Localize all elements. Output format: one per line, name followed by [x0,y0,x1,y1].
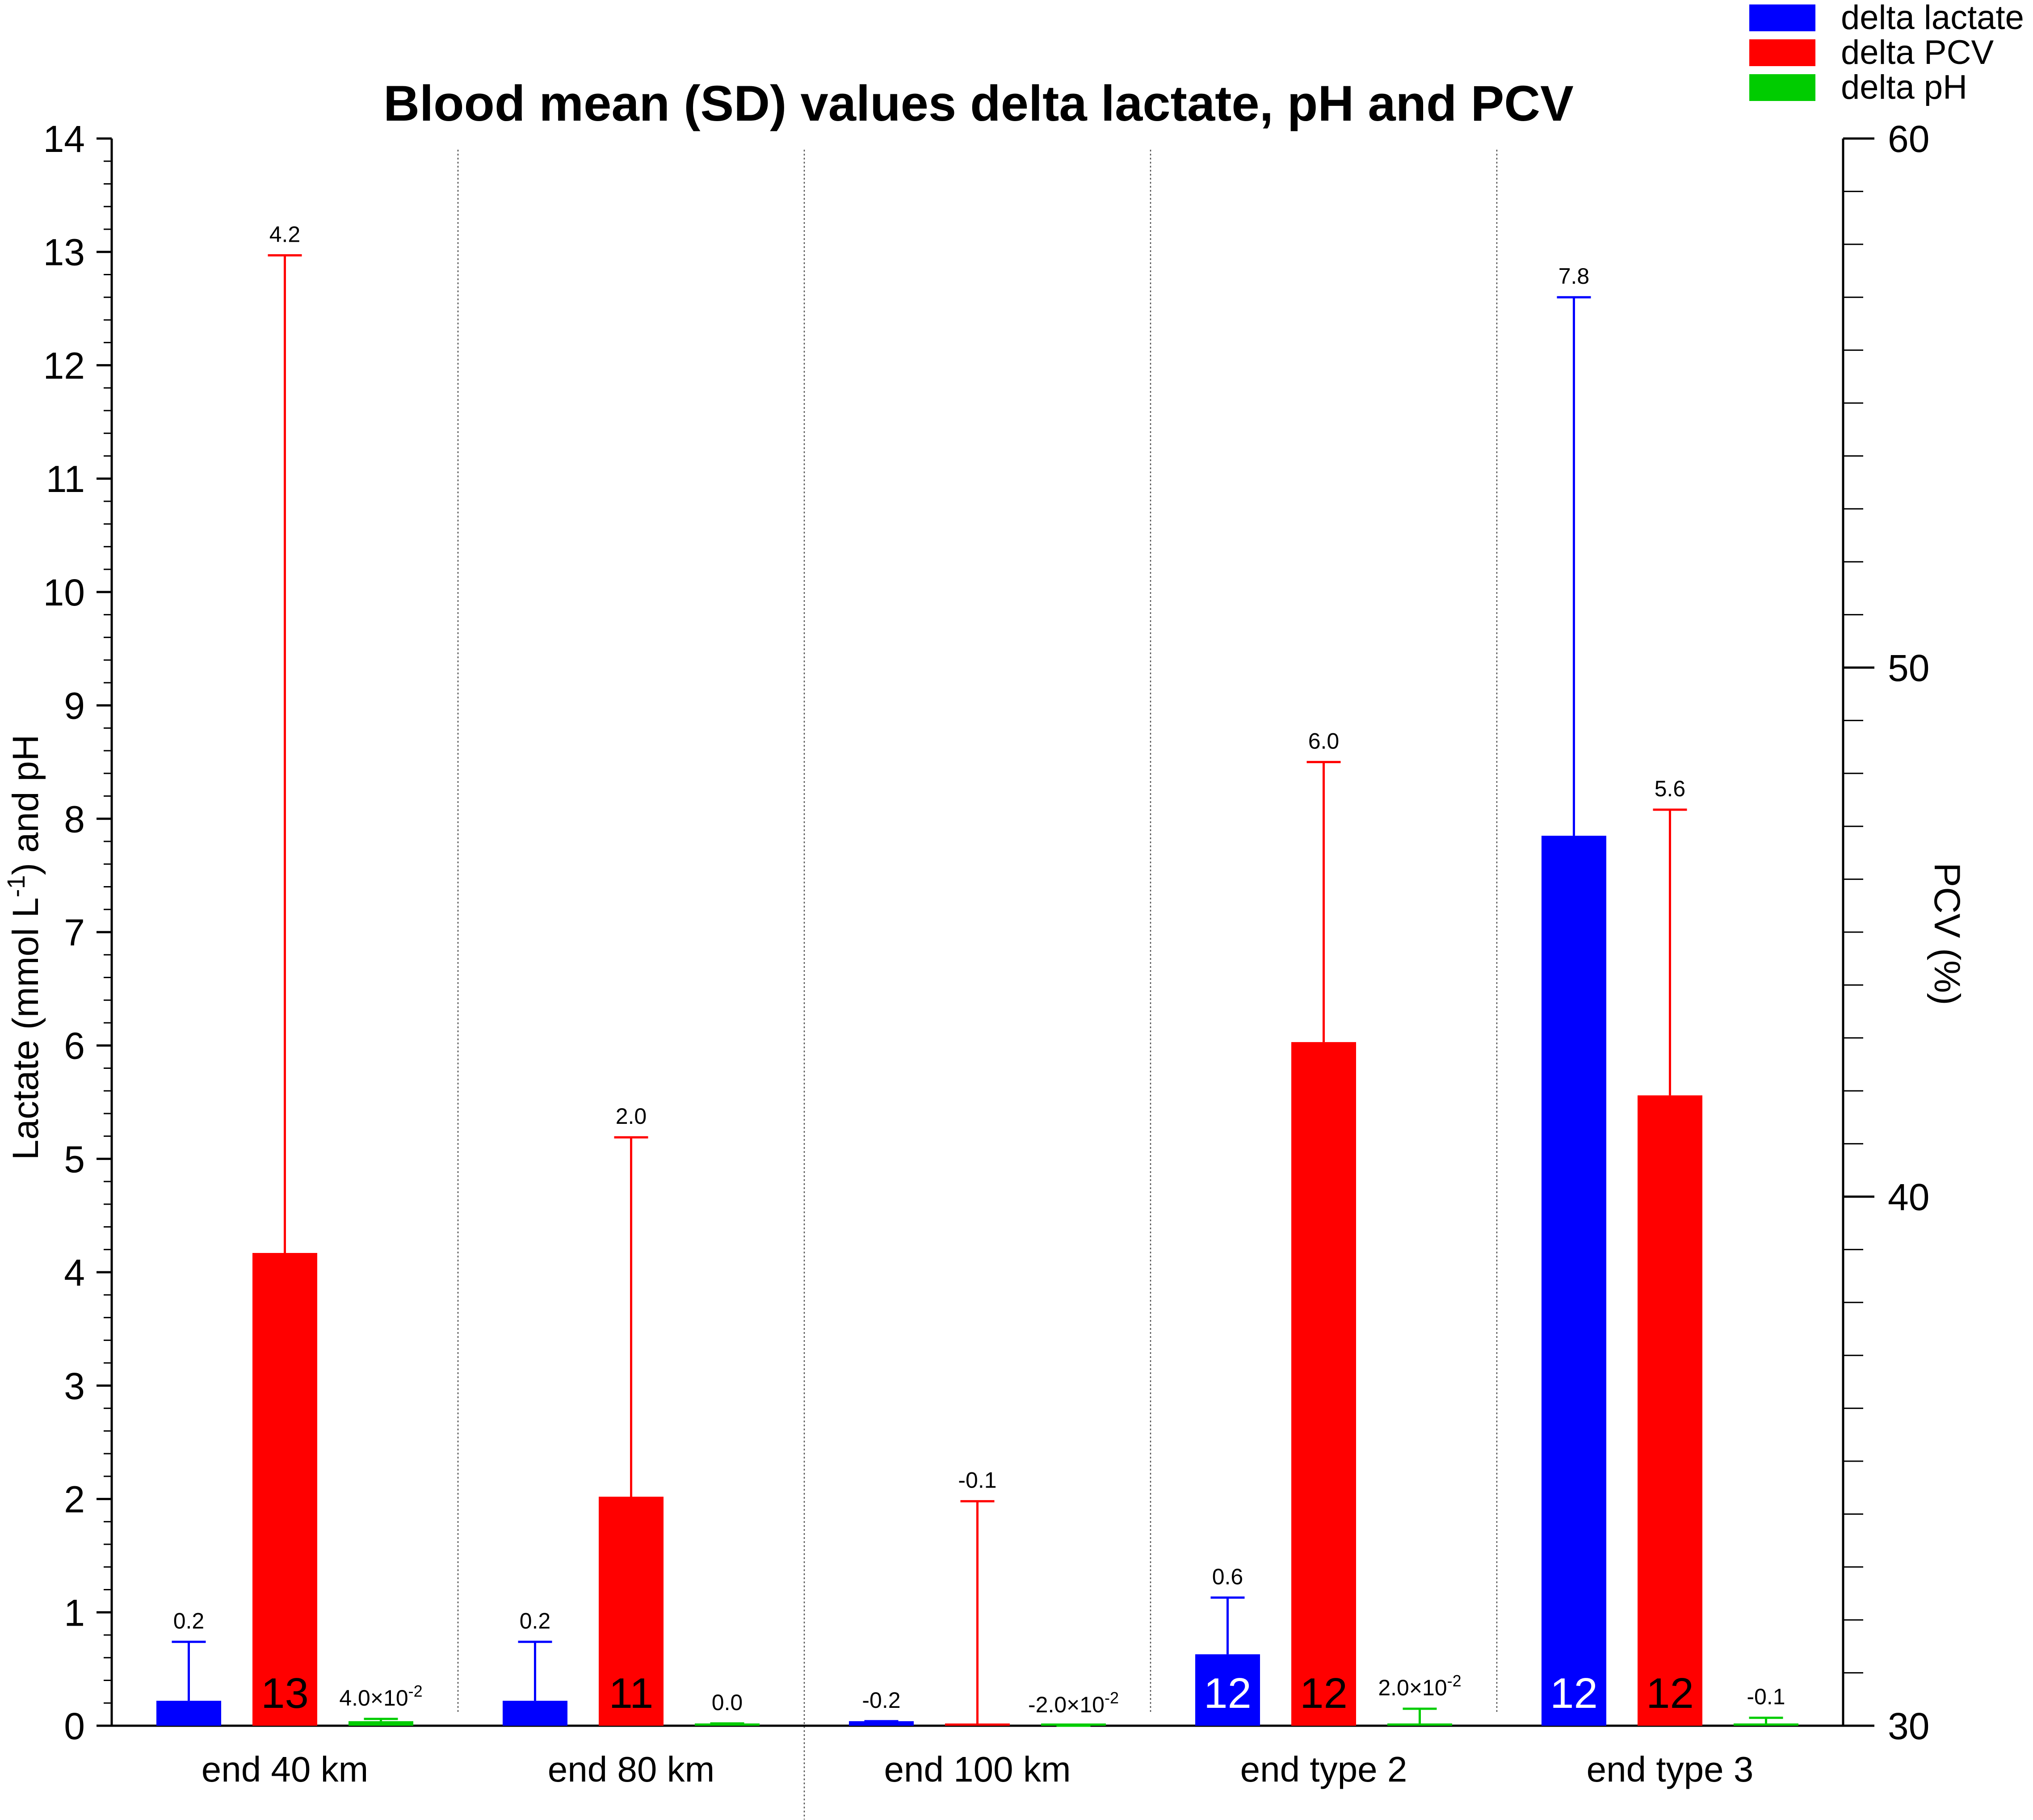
legend-label: delta PCV [1841,34,1994,71]
left-tick-label: 9 [64,685,85,727]
value-label-text: 4.0×10 [339,1685,408,1711]
left-tick-label: 3 [64,1365,85,1407]
bar-delta-PCV [1291,1042,1356,1726]
category-label: end type 2 [1240,1749,1407,1789]
sample-size-label: 13 [261,1669,309,1717]
right-tick-label: 30 [1888,1705,1929,1747]
bar-delta-PCV [252,1253,317,1726]
x-axis: end 40 km end 80 km end 100 km end type 2 en… [112,1724,1843,1789]
y-axis-label-left-sup: -1 [2,875,30,897]
left-tick-label: 13 [43,231,85,273]
left-tick-label: 2 [64,1479,85,1521]
value-label-text: 5.6 [1655,776,1686,801]
value-label: -0.1 [958,1468,996,1493]
category-label: end type 3 [1587,1749,1754,1789]
value-label: 0.6 [1212,1564,1243,1589]
sample-size-label: 12 [1646,1669,1694,1717]
value-label-text: 0.6 [1212,1564,1243,1589]
error-bars [172,254,1783,1727]
legend-label: delta pH [1841,68,1967,106]
value-label-text: 7.8 [1558,264,1590,289]
y-axis-label-left-tail: ) and pH [5,735,46,875]
sample-size-label: 12 [1300,1669,1348,1717]
value-label: 0.0 [712,1690,743,1715]
right-tick-label: 40 [1888,1176,1929,1218]
category-separators [457,150,1498,1820]
category-label: end 40 km [202,1749,369,1789]
sample-size-label: 11 [609,1669,654,1717]
legend-label: delta lactate [1841,0,2024,37]
bar-delta-PCV [599,1496,664,1726]
value-label: 6.0 [1308,728,1340,753]
left-tick-label: 12 [43,345,85,387]
left-tick-label: 1 [64,1592,85,1634]
left-tick-label: 0 [64,1705,85,1747]
value-label-text: -2.0×10 [1028,1692,1105,1717]
value-label: 2.0 [616,1104,647,1129]
right-y-axis: 30 40 50 60 [1842,118,1929,1747]
value-label: 5.6 [1655,776,1686,801]
value-label-text: 6.0 [1308,728,1340,753]
value-label-text: -0.1 [1747,1684,1785,1709]
value-label: 4.2 [269,222,301,247]
bar-delta-PCV [1638,1095,1702,1726]
value-label: 4.0×10-2 [339,1682,422,1711]
value-label-text: 4.2 [269,222,301,247]
sample-size-label: 12 [1204,1669,1252,1717]
left-tick-label: 14 [43,118,85,160]
value-label: 0.2 [520,1608,551,1633]
value-label-text: 0.2 [520,1608,551,1633]
value-label-exponent: -2 [1447,1672,1462,1690]
value-label-text: -0.2 [862,1688,900,1713]
right-tick-label: 60 [1888,118,1929,160]
value-label-exponent: -2 [1105,1689,1119,1707]
bar-delta-lactate [849,1721,914,1726]
bar-delta-pH [349,1721,413,1726]
value-label: 0.2 [173,1608,205,1633]
bar-delta-pH [1734,1723,1798,1726]
left-tick-label: 10 [43,572,85,614]
bar-delta-lactate [1542,836,1606,1726]
category-label: end 80 km [548,1749,715,1789]
value-label-text: 0.0 [712,1690,743,1715]
value-label-text: 2.0 [616,1104,647,1129]
bar-delta-pH [1387,1723,1452,1726]
value-label-exponent: -2 [408,1682,423,1700]
value-label: 7.8 [1558,264,1590,289]
y-axis-label-left-main: Lactate (mmol L [5,897,46,1160]
legend-swatch [1749,4,1815,31]
bar-delta-pH [695,1723,760,1726]
right-tick-label: 50 [1888,647,1929,689]
y-axis-label-left: Lactate (mmol L-1) and pH [2,735,46,1160]
bar-delta-lactate [503,1701,567,1726]
left-tick-label: 4 [64,1252,85,1294]
value-labels: 0.2 0.2-0.20.67.84.22.0-0.16.05.64.0×10-2… [173,222,1785,1717]
left-tick-label: 6 [64,1025,85,1067]
value-label: -0.2 [862,1688,900,1713]
legend-swatch [1749,39,1815,66]
bar-delta-lactate [1195,1654,1260,1726]
n-labels: 12 12 13 11 12 12 [261,1669,1694,1717]
left-tick-label: 5 [64,1138,85,1180]
bar-delta-lactate [156,1701,221,1726]
value-label-text: -0.1 [958,1468,996,1493]
value-label-text: 0.2 [173,1608,205,1633]
value-label: -0.1 [1747,1684,1785,1709]
left-tick-label: 8 [64,798,85,840]
left-tick-label: 11 [46,458,85,500]
y-axis-label-right: PCV (%) [1927,863,1967,1005]
left-tick-label: 7 [64,912,85,954]
value-label: -2.0×10-2 [1028,1689,1119,1717]
bars [156,836,1798,1726]
value-label-text: 2.0×10 [1378,1675,1447,1700]
category-label: end 100 km [884,1749,1071,1789]
legend-swatch [1749,74,1815,101]
value-label: 2.0×10-2 [1378,1672,1461,1700]
chart-title: Blood mean (SD) values delta lactate, pH… [383,76,1574,131]
sample-size-label: 12 [1550,1669,1598,1717]
